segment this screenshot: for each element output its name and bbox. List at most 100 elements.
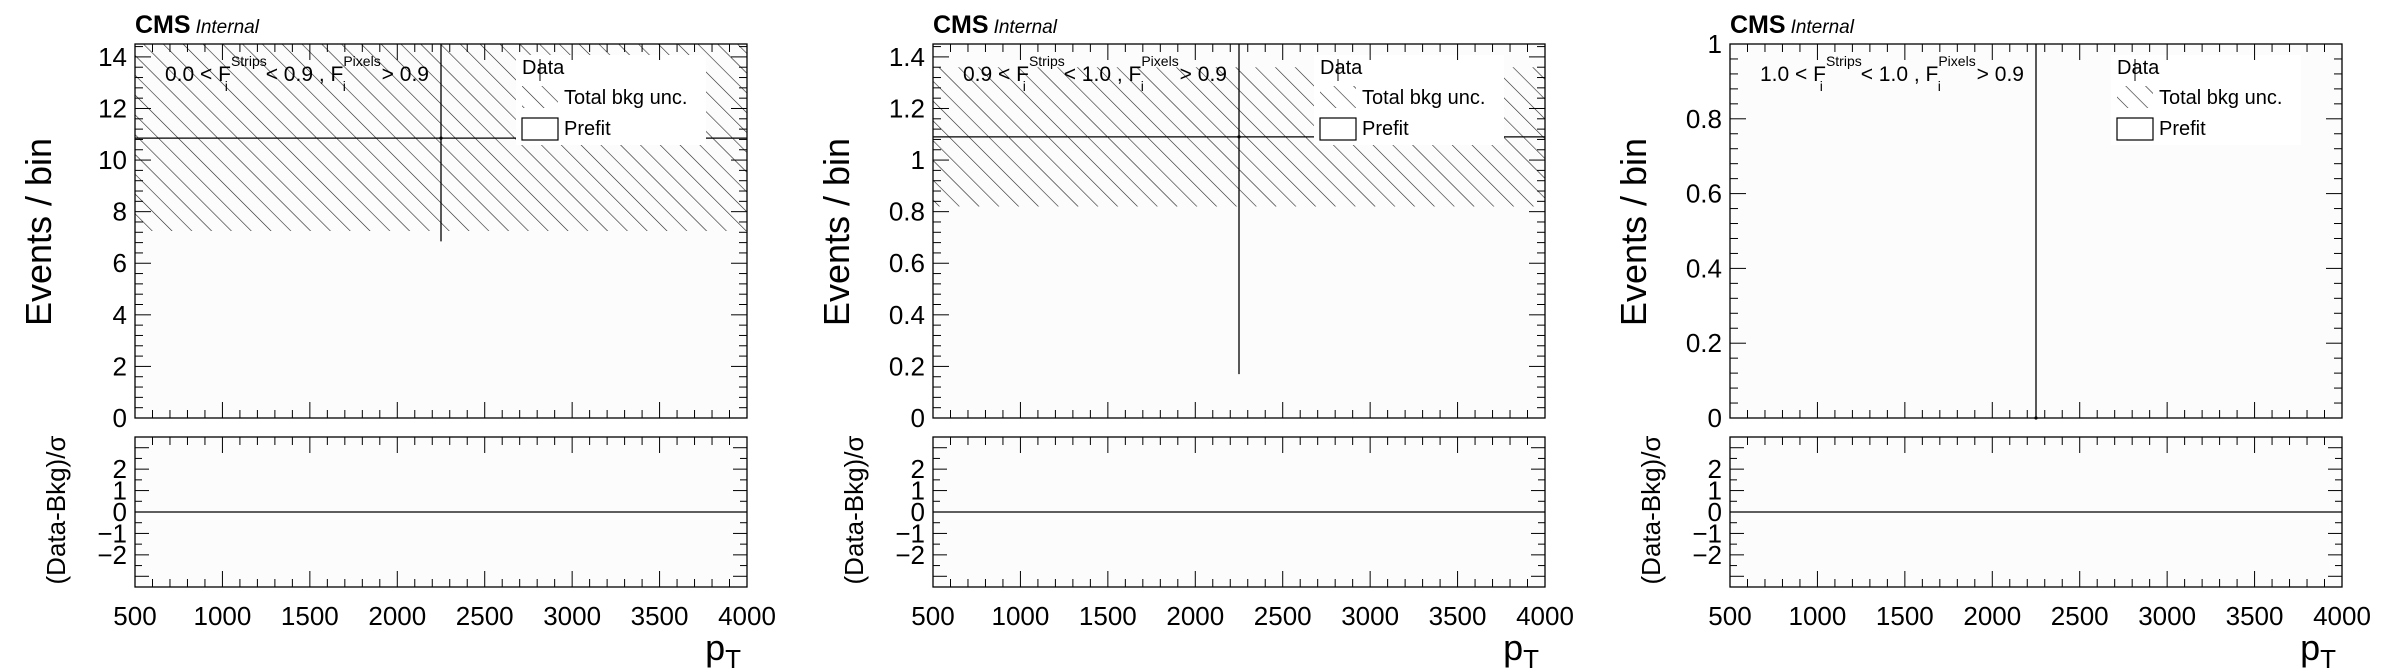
x-tick-label: 1500 (281, 601, 339, 631)
y-tick-label: 14 (98, 42, 127, 72)
ratio-y-tick-label: −2 (97, 540, 127, 570)
y-tick-label: 0 (1708, 403, 1722, 433)
y-tick-label: 0.2 (889, 351, 925, 381)
x-tick-label: 3500 (631, 601, 689, 631)
cut-sub-i: i (1820, 78, 1823, 94)
x-tick-label: 4000 (1516, 601, 1574, 631)
x-tick-label: 500 (911, 601, 954, 631)
legend-unc-swatch (1320, 86, 1356, 108)
y-tick-label: 1 (911, 145, 925, 175)
y-axis-title: Events / bin (816, 138, 857, 326)
ratio-y-tick-label: 1 (1708, 476, 1722, 506)
ratio-y-tick-label: −2 (1692, 540, 1722, 570)
ratio-y-tick-label: −1 (97, 518, 127, 548)
y-tick-label: 0.2 (1686, 328, 1722, 358)
legend-prefit-label: Prefit (2159, 118, 2206, 140)
cut-label: 0.0 < FStrips i < 0.9 , FPixels i > 0.9 (165, 53, 429, 94)
y-tick-label: 0.6 (889, 248, 925, 278)
x-axis-title: pT (2300, 627, 2336, 672)
cut-sup-pixels: Pixels (343, 53, 380, 69)
y-tick-label: 0 (113, 403, 127, 433)
ratio-y-tick-label: −2 (895, 540, 925, 570)
cut-post: > 0.9 (1971, 63, 2024, 86)
x-tick-label: 2500 (1254, 601, 1312, 631)
cms-text: CMS (933, 11, 989, 39)
x-axis-title-main: p (1503, 627, 1523, 668)
data-point (439, 136, 443, 140)
ratio-y-tick-label: −1 (895, 518, 925, 548)
internal-text: Internal (1791, 17, 1855, 38)
cms-label: CMS Internal (933, 11, 1058, 39)
x-tick-label: 1500 (1079, 601, 1137, 631)
x-tick-label: 3000 (2138, 601, 2196, 631)
x-tick-label: 500 (1708, 601, 1751, 631)
legend-prefit-label: Prefit (564, 118, 611, 140)
y-tick-label: 0 (911, 403, 925, 433)
x-tick-label: 3000 (543, 601, 601, 631)
cut-sup-strips: Strips (231, 53, 267, 69)
x-tick-label: 2000 (1166, 601, 1224, 631)
legend-unc-label: Total bkg unc. (2159, 87, 2282, 109)
legend-data-label: Data (2117, 57, 2160, 79)
cut-post: > 0.9 (1174, 63, 1227, 86)
cut-post: > 0.9 (376, 63, 429, 86)
cut-pre: 0.9 < F (963, 63, 1029, 86)
legend-data-label: Data (522, 57, 565, 79)
cms-text: CMS (1730, 11, 1786, 39)
y-tick-label: 2 (113, 351, 127, 381)
x-axis-title-sub: T (1523, 644, 1539, 672)
ratio-y-tick-label: 0 (1708, 497, 1722, 527)
y-axis-title: Events / bin (18, 138, 59, 326)
cms-label: CMS Internal (1730, 11, 1855, 39)
x-tick-label: 2000 (1963, 601, 2021, 631)
x-tick-label: 2500 (2051, 601, 2109, 631)
y-tick-label: 10 (98, 145, 127, 175)
cut-sup-strips: Strips (1826, 53, 1862, 69)
cut-sub-i: i (1023, 78, 1026, 94)
ratio-y-axis-title: (Data-Bkg)/σ (1636, 436, 1666, 585)
y-tick-label: 6 (113, 248, 127, 278)
x-tick-label: 1000 (1789, 601, 1847, 631)
cut-sup-strips: Strips (1029, 53, 1065, 69)
y-tick-label: 1 (1708, 29, 1722, 59)
y-tick-label: 0.8 (889, 197, 925, 227)
y-tick-label: 0.8 (1686, 104, 1722, 134)
ratio-y-tick-label: 1 (911, 476, 925, 506)
y-tick-label: 4 (113, 300, 127, 330)
data-point (1237, 135, 1241, 139)
cut-sub-i2: i (1938, 78, 1941, 94)
cut-pre: 0.0 < F (165, 63, 231, 86)
ratio-y-tick-label: 2 (1708, 454, 1722, 484)
ratio-y-axis-title: (Data-Bkg)/σ (41, 436, 71, 585)
y-tick-label: 1.4 (889, 42, 925, 72)
legend-unc-label: Total bkg unc. (564, 87, 687, 109)
ratio-y-axis-title: (Data-Bkg)/σ (839, 436, 869, 585)
y-tick-label: 0.4 (889, 300, 925, 330)
x-tick-label: 4000 (2313, 601, 2371, 631)
main-frame (932, 43, 1546, 419)
y-axis-title: Events / bin (1613, 138, 1654, 326)
legend-unc-label: Total bkg unc. (1362, 87, 1485, 109)
internal-text: Internal (196, 17, 260, 38)
main-frame (134, 43, 748, 419)
cut-sub-i: i (225, 78, 228, 94)
cut-sup-pixels: Pixels (1141, 53, 1178, 69)
cut-label: 0.9 < FStrips i < 1.0 , FPixels i > 0.9 (963, 53, 1227, 94)
ratio-y-tick-label: 0 (911, 497, 925, 527)
x-tick-label: 2500 (456, 601, 514, 631)
main-frame (1729, 43, 2343, 419)
internal-text: Internal (994, 17, 1058, 38)
x-tick-label: 3000 (1341, 601, 1399, 631)
y-tick-label: 8 (113, 197, 127, 227)
y-tick-label: 0.4 (1686, 253, 1722, 283)
y-tick-label: 1.2 (889, 93, 925, 123)
y-tick-label: 0.6 (1686, 179, 1722, 209)
x-axis-title-sub: T (2320, 644, 2336, 672)
ratio-y-tick-label: 2 (113, 454, 127, 484)
cut-pre: 1.0 < F (1760, 63, 1826, 86)
y-tick-label: 12 (98, 93, 127, 123)
